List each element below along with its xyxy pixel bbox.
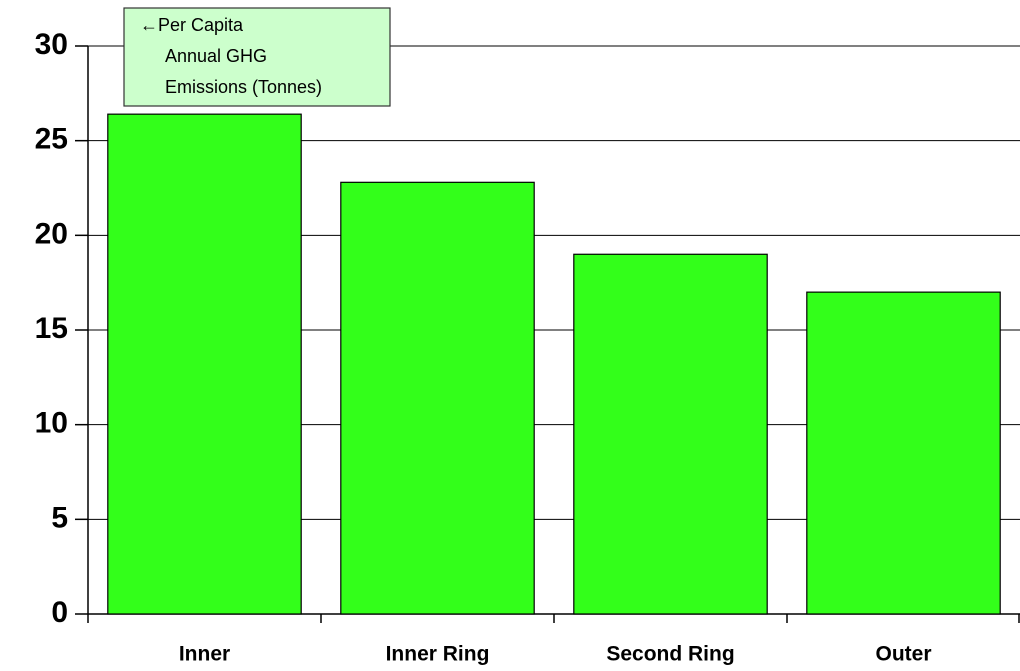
x-tick-label: Outer	[875, 643, 931, 666]
bar	[107, 113, 302, 615]
y-tick-label: 15	[35, 312, 68, 345]
y-tick-label: 20	[35, 217, 68, 250]
y-tick-label: 0	[51, 596, 68, 629]
y-tick-label: 10	[35, 407, 68, 440]
x-tick-label: Inner	[179, 643, 230, 666]
y-tick-label: 5	[51, 501, 68, 534]
annotation-text: Annual GHG	[165, 46, 267, 66]
y-tick-label: 25	[35, 123, 68, 156]
annotation-text: ←Per Capita	[140, 15, 244, 35]
x-tick-label: Inner Ring	[386, 643, 490, 666]
bar	[340, 181, 535, 615]
annotation-text: Emissions (Tonnes)	[165, 77, 322, 97]
annotation-box	[123, 7, 391, 107]
bar	[573, 253, 768, 615]
bar	[806, 291, 1001, 615]
y-tick-label: 30	[35, 28, 68, 61]
x-tick-label: Second Ring	[606, 643, 734, 666]
